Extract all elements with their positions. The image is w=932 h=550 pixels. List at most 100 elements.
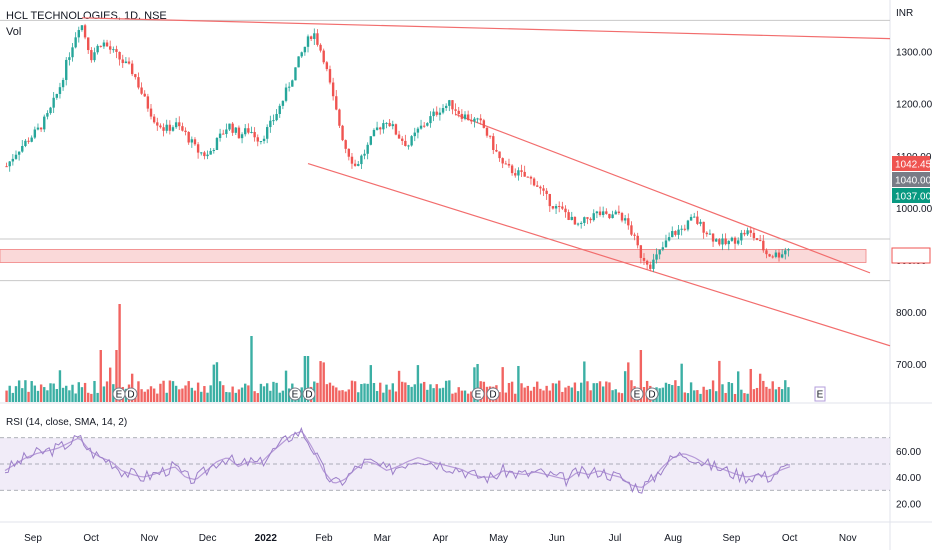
- rsi-ma-line: [4, 430, 791, 489]
- volume-bar: [774, 389, 778, 402]
- upper-trendline: [81, 17, 891, 40]
- volume-bar: [771, 381, 774, 402]
- volume-bar: [49, 383, 52, 402]
- earnings-marker: [814, 386, 826, 402]
- time-tick-label: Dec: [199, 533, 217, 544]
- volume-bar: [306, 356, 310, 402]
- candle-body: [441, 108, 445, 113]
- candle-body: [576, 223, 580, 225]
- candle-body: [313, 33, 316, 39]
- candle-body: [83, 25, 87, 38]
- earnings-marker-label: E: [116, 390, 123, 401]
- volume-bar: [413, 384, 416, 402]
- earnings-marker: [288, 387, 302, 401]
- candle-body: [14, 154, 18, 159]
- candle-body: [222, 133, 225, 135]
- candle-body: [5, 166, 8, 168]
- candle-body: [589, 218, 592, 221]
- volume-label: Vol: [6, 26, 22, 38]
- earnings-marker-label: E: [292, 390, 299, 401]
- earnings-marker-label: D: [127, 390, 134, 401]
- volume-bar: [520, 383, 523, 402]
- candle-body: [265, 127, 269, 139]
- candle-body: [115, 49, 118, 52]
- volume-bar: [727, 382, 730, 402]
- candle-body: [90, 50, 93, 61]
- candle-body: [341, 125, 344, 141]
- candle-body: [639, 245, 643, 258]
- volume-bar: [642, 387, 646, 402]
- price-tags: 1042.45 1040.00 1037.00 923.05: [891, 156, 932, 264]
- candle-body: [608, 213, 611, 219]
- candle-body: [404, 140, 407, 146]
- candle-body: [623, 218, 627, 221]
- volume-bar: [140, 389, 143, 402]
- candle-body: [215, 138, 219, 151]
- volume-bar: [407, 385, 410, 402]
- volume-bar: [143, 391, 146, 402]
- volume-bar: [514, 393, 517, 402]
- candle-body: [231, 123, 234, 133]
- candle-body: [652, 259, 655, 269]
- volume-bar: [419, 383, 423, 402]
- candle-body: [102, 42, 106, 47]
- candle-body: [561, 206, 564, 209]
- volume-bar: [473, 367, 476, 402]
- candle-body: [140, 87, 143, 94]
- candle-body: [49, 107, 52, 114]
- candle-body: [699, 221, 702, 224]
- volume-bar: [17, 380, 21, 402]
- candle-body: [554, 206, 558, 209]
- candle-body: [479, 118, 482, 121]
- candle-body: [39, 127, 43, 130]
- volume-bar: [322, 362, 325, 402]
- volume-bar: [529, 390, 533, 402]
- candle-body: [444, 105, 448, 109]
- volume-bar: [363, 383, 366, 402]
- price-tag-label: 1042.45: [895, 160, 932, 171]
- candle-body: [52, 97, 55, 108]
- candle-body: [570, 216, 573, 220]
- candle-body: [664, 240, 668, 248]
- volume-bar: [680, 363, 683, 402]
- volume-bar: [316, 382, 319, 402]
- candle-body: [438, 112, 442, 115]
- candle-body: [655, 254, 658, 260]
- volume-bar: [671, 385, 674, 402]
- candle-body: [780, 254, 784, 258]
- volume-bar: [661, 387, 665, 402]
- candle-body: [68, 57, 71, 60]
- volume-bar: [344, 391, 347, 402]
- candle-body: [124, 61, 128, 64]
- volume-bar: [444, 380, 448, 402]
- candle-body: [316, 33, 319, 45]
- candle-body: [272, 120, 275, 122]
- volume-bar: [451, 393, 454, 402]
- candle-body: [382, 123, 385, 130]
- time-tick-label: Apr: [433, 533, 449, 544]
- candle-body: [432, 111, 435, 117]
- candle-body: [708, 233, 712, 235]
- volume-bar: [758, 373, 762, 402]
- volume-bar: [441, 387, 445, 402]
- candle-body: [281, 100, 285, 106]
- earnings-marker: [645, 387, 659, 401]
- support-zone: [0, 19, 890, 282]
- candle-body: [152, 116, 156, 123]
- time-tick-label: Nov: [141, 533, 159, 544]
- volume-bar: [61, 387, 65, 402]
- rsi-tick-label: 20.00: [896, 499, 921, 510]
- candle-body: [225, 129, 228, 135]
- time-tick-label: Jul: [609, 533, 622, 544]
- volume-bar: [542, 390, 545, 402]
- candle-body: [130, 63, 134, 75]
- volume-bar: [558, 380, 561, 402]
- volume-bar: [93, 380, 96, 402]
- candle-body: [187, 132, 190, 143]
- candle-body: [529, 176, 533, 179]
- candle-body: [256, 137, 259, 142]
- volume-bar: [33, 385, 37, 402]
- volume-bar: [598, 381, 602, 402]
- volume-bar: [674, 380, 677, 402]
